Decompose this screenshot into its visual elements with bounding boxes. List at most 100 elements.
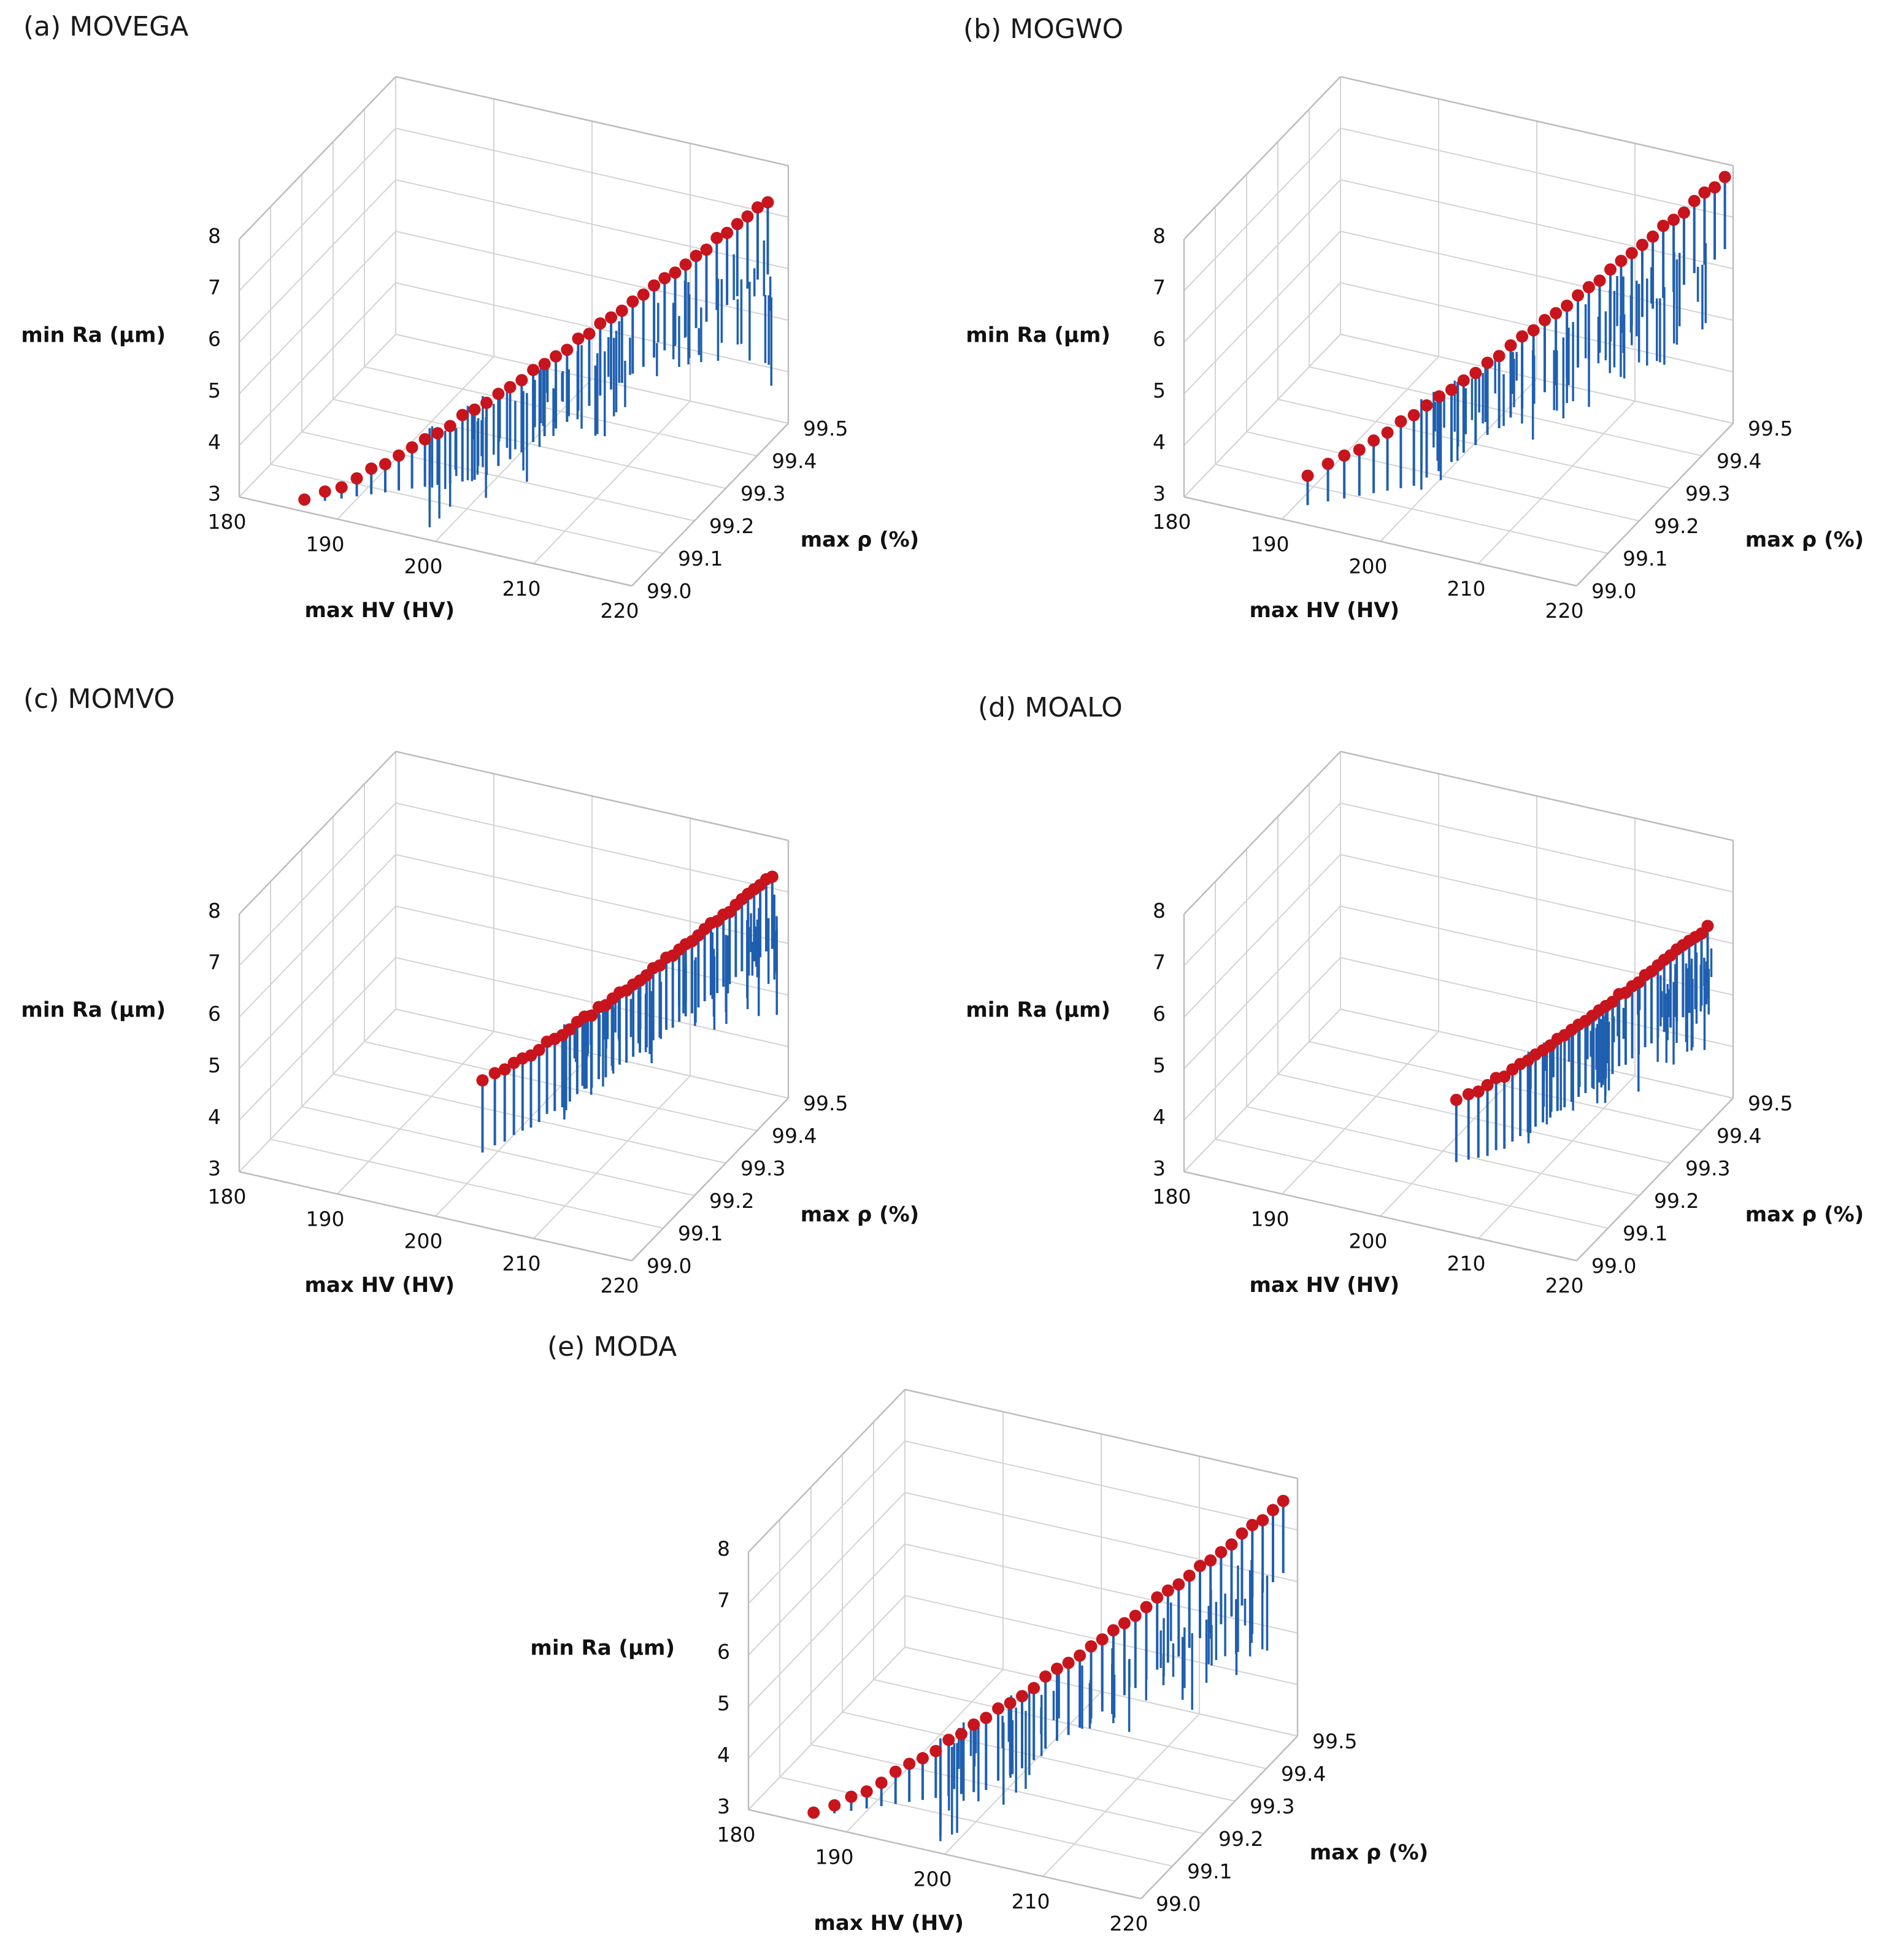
pareto-point (1561, 299, 1574, 312)
pareto-point (550, 350, 563, 363)
pareto-point (1225, 1538, 1238, 1551)
grid-line (1246, 431, 1640, 521)
pareto-point (1493, 350, 1506, 363)
grid-line (337, 356, 494, 520)
x-tick-label: 220 (601, 1274, 639, 1297)
grid-line (1282, 1031, 1439, 1194)
grid-line (1478, 401, 1636, 564)
x-tick-label: 180 (1153, 510, 1191, 534)
frame-line (1183, 751, 1341, 915)
pareto-point (1151, 1591, 1164, 1604)
pareto-point (1462, 1088, 1475, 1101)
pareto-point (1481, 1078, 1494, 1091)
pareto-point (1050, 1662, 1063, 1675)
x-axis-label: max HV (HV) (305, 1273, 455, 1297)
grid-line (1183, 334, 1341, 498)
pareto-point (1709, 181, 1721, 194)
pareto-point (1604, 263, 1617, 276)
grid-line (1183, 905, 1341, 1069)
pareto-point (393, 449, 406, 462)
pareto-point (807, 1806, 820, 1819)
pareto-point (1582, 281, 1595, 294)
grid-line (533, 1075, 691, 1239)
y-axis-label: max ρ (%) (1745, 1202, 1864, 1227)
y-axis-label: max ρ (%) (801, 528, 919, 552)
pareto-point (1527, 324, 1540, 337)
pareto-point (605, 311, 618, 324)
grid-line (1183, 231, 1341, 394)
pareto-point (572, 332, 585, 345)
chart-panel-a: (a) MOVEGA 3 4 5 6 7 8 180 190 200 210 220 99.0 99.1… (0, 0, 945, 650)
y-axis-label: max ρ (%) (801, 1202, 919, 1227)
axis-line (1140, 1735, 1298, 1899)
z-tick-label: 3 (1153, 1156, 1166, 1180)
pareto-point (379, 458, 391, 471)
y-tick-label: 99.1 (678, 1221, 723, 1245)
grid-line (239, 1009, 396, 1172)
pareto-point (942, 1734, 955, 1747)
axis-line (748, 1808, 1142, 1900)
pareto-point (1516, 330, 1529, 343)
x-tick-label: 200 (1349, 1229, 1388, 1253)
pareto-point (1394, 415, 1407, 428)
pareto-point (480, 396, 493, 409)
y-tick-label: 99.0 (1591, 1254, 1636, 1278)
pareto-point (1457, 374, 1470, 387)
frame-line (395, 750, 789, 842)
grid-line (333, 399, 726, 489)
grid-line (239, 802, 396, 966)
pareto-point (1015, 1689, 1028, 1702)
frame-line (239, 76, 396, 240)
z-tick-label: 8 (208, 899, 221, 923)
z-tick-label: 6 (1153, 327, 1166, 351)
pareto-point (468, 403, 481, 416)
y-tick-label: 99.2 (1218, 1827, 1263, 1851)
frame-line (1340, 75, 1734, 167)
pareto-point (561, 344, 574, 356)
pareto-point (980, 1712, 993, 1724)
pareto-point (1183, 1569, 1196, 1582)
y-tick-label: 99.5 (1748, 1091, 1793, 1115)
x-tick-label: 210 (502, 1251, 541, 1275)
grid-line (1042, 1713, 1200, 1877)
pareto-point (1085, 1640, 1098, 1653)
pareto-point (658, 272, 671, 285)
grid-line (239, 854, 396, 1018)
pareto-point (741, 210, 754, 223)
chart-svg-a: 3 4 5 6 7 8 180 190 200 210 220 99.0 99.1 99.2 99.3 99.… (21, 75, 919, 623)
pareto-point (615, 304, 628, 317)
z-axis-label: min Ra (µm) (530, 1636, 675, 1661)
pareto-point (335, 481, 348, 494)
pareto-point (1321, 458, 1334, 471)
axis-line (239, 496, 633, 587)
pareto-point (1107, 1624, 1120, 1637)
y-tick-label: 99.5 (1748, 417, 1793, 440)
x-tick-label: 190 (306, 532, 345, 556)
grid-line (239, 179, 396, 343)
y-tick-label: 99.0 (1156, 1892, 1201, 1916)
pareto-point (515, 374, 528, 386)
z-tick-label: 4 (717, 1743, 730, 1767)
pareto-point (1550, 307, 1563, 320)
axis-line (239, 1170, 633, 1262)
x-tick-label: 210 (1012, 1889, 1050, 1913)
grid-line (1183, 802, 1341, 966)
x-axis-label: max HV (HV) (1250, 598, 1400, 623)
y-axis-label: max ρ (%) (1310, 1840, 1428, 1865)
pareto-point (538, 358, 551, 371)
grid-line (239, 231, 396, 394)
z-axis-label: min Ra (µm) (21, 998, 166, 1023)
x-tick-label: 190 (306, 1207, 345, 1231)
frame-line (904, 1388, 1298, 1480)
grid-line (846, 1669, 1004, 1832)
pareto-point (1701, 920, 1714, 932)
x-tick-label: 200 (1349, 555, 1388, 578)
pareto-point (350, 472, 363, 485)
y-tick-label: 99.3 (740, 1156, 785, 1180)
pareto-point (1615, 255, 1628, 267)
y-tick-label: 99.1 (1623, 547, 1667, 571)
z-tick-label: 7 (717, 1588, 730, 1612)
pareto-point (1074, 1649, 1086, 1662)
grid-line (873, 1679, 1267, 1769)
pareto-point (1367, 434, 1380, 447)
